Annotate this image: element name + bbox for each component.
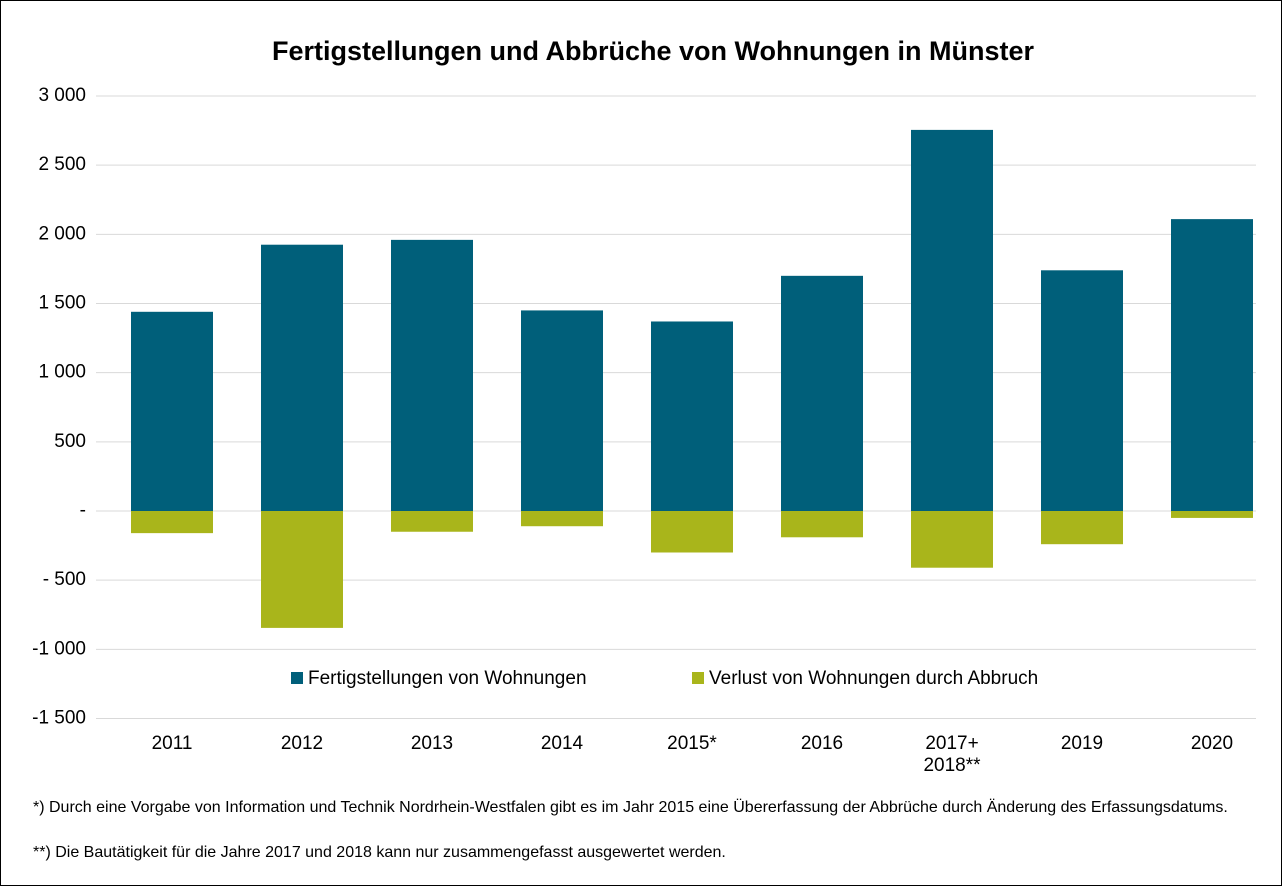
bar (911, 511, 993, 568)
x-tick-label: 2011 (151, 733, 193, 754)
legend-swatch (291, 672, 303, 684)
y-tick-label: 2 000 (38, 223, 86, 244)
y-tick-label: - 500 (43, 569, 86, 590)
bar (911, 129, 993, 511)
y-tick-label: -1 500 (32, 708, 86, 729)
bar (1171, 219, 1253, 511)
y-tick-label: 1 000 (38, 362, 86, 383)
x-tick-label: 2015* (667, 733, 717, 754)
x-tick-label: 2012 (280, 733, 324, 754)
bar (651, 511, 733, 553)
bar (781, 511, 863, 538)
bar (651, 321, 733, 511)
bar (781, 275, 863, 511)
y-tick-label: - (80, 500, 86, 521)
bar (1041, 511, 1123, 545)
x-tick-label: 2020 (1190, 733, 1234, 754)
bar (391, 511, 473, 532)
bar (131, 311, 213, 511)
bar (1171, 511, 1253, 518)
bar (261, 244, 343, 512)
x-tick-label: 2013 (410, 733, 454, 754)
chart-title: Fertigstellungen und Abbrüche von Wohnun… (272, 36, 1034, 66)
x-tick-label: 2017+ 2018** (923, 733, 981, 776)
x-tick-label: 2019 (1060, 733, 1104, 754)
footnote: **) Die Bautätigkeit für die Jahre 2017 … (33, 844, 726, 861)
bar (391, 239, 473, 511)
x-tick-label: 2016 (800, 733, 844, 754)
legend-label: Verlust von Wohnungen durch Abbruch (709, 668, 1038, 689)
legend-swatch (692, 672, 704, 684)
y-tick-label: -1 000 (32, 638, 86, 659)
y-tick-label: 1 500 (38, 293, 86, 314)
bar (1041, 270, 1123, 511)
y-tick-label: 2 500 (38, 154, 86, 175)
bar (521, 511, 603, 527)
y-tick-label: 3 000 (38, 85, 86, 106)
footnote: *) Durch eine Vorgabe von Information un… (33, 799, 1228, 816)
bar (521, 310, 603, 511)
bar (261, 511, 343, 628)
y-tick-label: 500 (54, 431, 86, 452)
legend-label: Fertigstellungen von Wohnungen (308, 668, 587, 689)
x-tick-label: 2014 (540, 733, 584, 754)
bar (131, 511, 213, 534)
